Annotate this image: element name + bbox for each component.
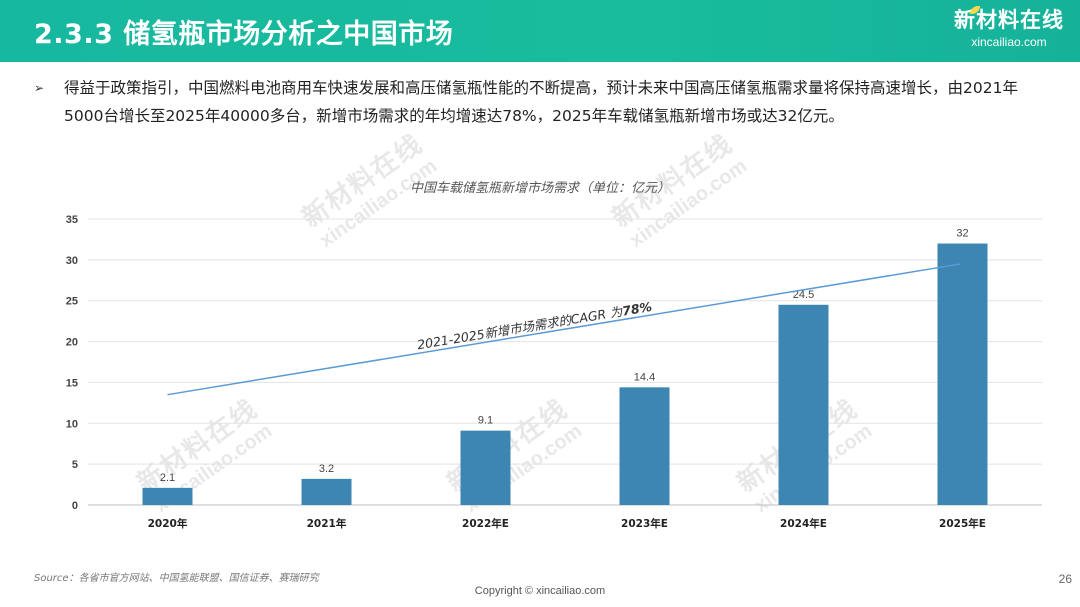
bar [301, 478, 352, 505]
x-tick-label: 2024年E [780, 517, 827, 530]
y-tick-label: 5 [72, 459, 78, 471]
slide-title: 2.3.3 储氢瓶市场分析之中国市场 [34, 19, 454, 50]
cagr-annotation-prefix: 2021-2025新增市场需求的CAGR 为 [416, 304, 625, 353]
y-tick-label: 15 [66, 377, 78, 389]
page-number: 26 [1058, 572, 1072, 586]
y-tick-label: 25 [66, 296, 78, 308]
bar-chart: 0 5 10 15 20 25 30 35 2.1 2020年 3.2 2021年 9.1 2022年E 1… [66, 214, 1042, 530]
cagr-annotation: 2021-2025新增市场需求的CAGR 为78% [416, 299, 653, 352]
bar [619, 387, 670, 505]
logo-sub-text: xincailiao.com [971, 35, 1047, 49]
logo-main-text: 新材料在线 [954, 8, 1064, 32]
y-tick-label: 0 [72, 500, 78, 512]
bar [142, 487, 193, 505]
x-tick-label: 2022年E [462, 517, 509, 530]
x-tick-label: 2023年E [621, 517, 668, 530]
bar [460, 430, 511, 505]
cagr-annotation-value: 78% [621, 299, 653, 319]
y-tick-label: 20 [66, 337, 78, 349]
data-label: 24.5 [793, 289, 814, 301]
y-tick-label: 10 [66, 418, 78, 430]
bar [778, 304, 829, 505]
data-label: 2.1 [160, 472, 175, 484]
body-text-block: ➢ 得益于政策指引，中国燃料电池商用车快速发展和高压储氢瓶性能的不断提高，预计未… [34, 74, 1054, 130]
data-label: 32 [956, 228, 968, 240]
x-tick-label: 2020年 [148, 517, 188, 530]
x-tick-label: 2021年 [307, 517, 347, 530]
x-tick-label: 2025年E [939, 517, 986, 530]
data-label: 9.1 [478, 415, 493, 427]
trend-line [167, 263, 961, 396]
y-tick-label: 30 [66, 255, 78, 267]
source-note: Source：各省市官方网站、中国氢能联盟、国信证券、赛瑞研究 [34, 573, 319, 584]
data-label: 3.2 [319, 463, 334, 475]
brand-logo[interactable]: 新材料在线 xincailiao.com [950, 6, 1068, 56]
data-label: 14.4 [634, 371, 655, 383]
arrow-bullet-icon: ➢ [34, 81, 45, 95]
body-paragraph: 得益于政策指引，中国燃料电池商用车快速发展和高压储氢瓶性能的不断提高，预计未来中… [64, 79, 1018, 125]
copyright-text: Copyright © xincailiao.com [474, 585, 606, 597]
leaf-icon [970, 6, 980, 14]
chart-title: 中国车载储氢瓶新增市场需求（单位：亿元） [409, 181, 670, 196]
bar [937, 243, 988, 505]
y-tick-label: 35 [66, 214, 78, 226]
header-bar [0, 0, 1080, 62]
